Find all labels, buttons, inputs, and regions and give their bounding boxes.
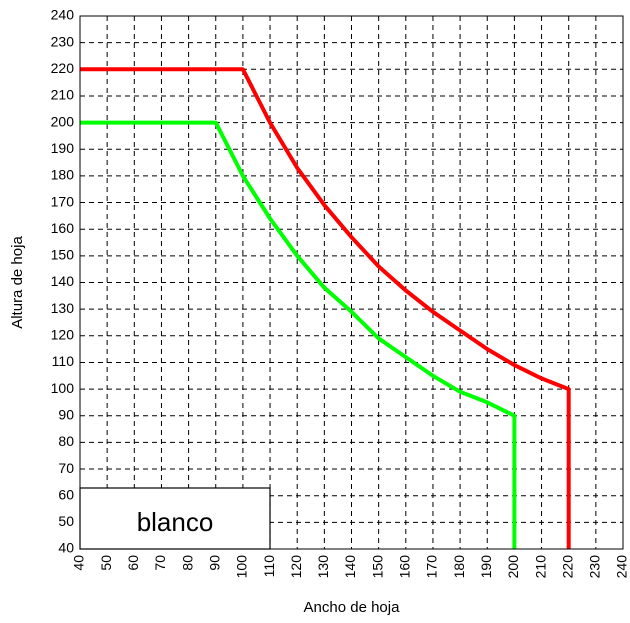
y-tick-label: 60 <box>58 486 74 502</box>
y-tick-label: 160 <box>51 220 75 236</box>
y-tick-label: 200 <box>51 113 75 129</box>
grid <box>80 16 623 549</box>
y-tick-label: 130 <box>51 300 75 316</box>
y-tick-label: 80 <box>58 433 74 449</box>
y-tick-label: 210 <box>51 87 75 103</box>
y-tick-label: 40 <box>58 540 74 556</box>
x-tick-label: 220 <box>559 555 575 579</box>
x-tick-label: 210 <box>532 555 548 579</box>
x-axis-ticks: 40 50 60 70 80 90 100 110 120 130 140 150 160 170 180 1… <box>71 555 630 579</box>
x-tick-label: 130 <box>315 555 331 579</box>
x-tick-label: 100 <box>234 555 250 579</box>
y-tick-label: 110 <box>52 353 75 369</box>
x-tick-label: 70 <box>152 555 168 571</box>
y-tick-label: 240 <box>51 7 75 23</box>
x-tick-label: 150 <box>369 555 385 579</box>
y-tick-label: 150 <box>51 247 75 263</box>
annotation-box: blanco <box>79 487 271 550</box>
series-line-1 <box>80 67 571 549</box>
y-axis-ticks: 40 50 60 70 80 90 100 110 120 130 140 150 160 170 180 1… <box>51 7 75 556</box>
y-tick-label: 220 <box>51 60 75 76</box>
y-tick-label: 120 <box>51 327 75 343</box>
x-tick-label: 180 <box>451 555 467 579</box>
series-line-2 <box>80 120 517 549</box>
y-tick-label: 190 <box>51 140 75 156</box>
y-tick-label: 70 <box>58 460 74 476</box>
annotation-box-frame <box>79 487 271 550</box>
x-tick-label: 160 <box>397 555 413 579</box>
x-tick-label: 50 <box>98 555 114 571</box>
x-tick-label: 140 <box>342 555 358 579</box>
x-tick-label: 200 <box>505 555 521 579</box>
x-tick-label: 40 <box>71 555 87 571</box>
series-layer <box>80 67 571 549</box>
x-tick-label: 90 <box>206 555 222 571</box>
y-axis-title: Altura de hoja <box>9 236 26 329</box>
x-tick-label: 240 <box>614 555 630 579</box>
y-tick-label: 140 <box>51 273 75 289</box>
x-tick-label: 190 <box>478 555 494 579</box>
plot-frame <box>79 15 624 550</box>
annotation-label: blanco <box>137 507 214 537</box>
y-tick-label: 170 <box>51 193 75 209</box>
x-tick-label: 60 <box>125 555 141 571</box>
x-axis-title: Ancho de hoja <box>304 599 401 616</box>
x-tick-label: 110 <box>261 555 277 578</box>
y-tick-label: 50 <box>58 513 74 529</box>
y-tick-label: 90 <box>58 406 74 422</box>
x-tick-label: 120 <box>288 555 304 579</box>
x-tick-label: 170 <box>424 555 440 579</box>
x-tick-label: 230 <box>587 555 603 579</box>
x-tick-label: 80 <box>179 555 195 571</box>
y-tick-label: 100 <box>51 380 75 396</box>
y-tick-label: 230 <box>51 33 75 49</box>
y-tick-label: 180 <box>51 167 75 183</box>
